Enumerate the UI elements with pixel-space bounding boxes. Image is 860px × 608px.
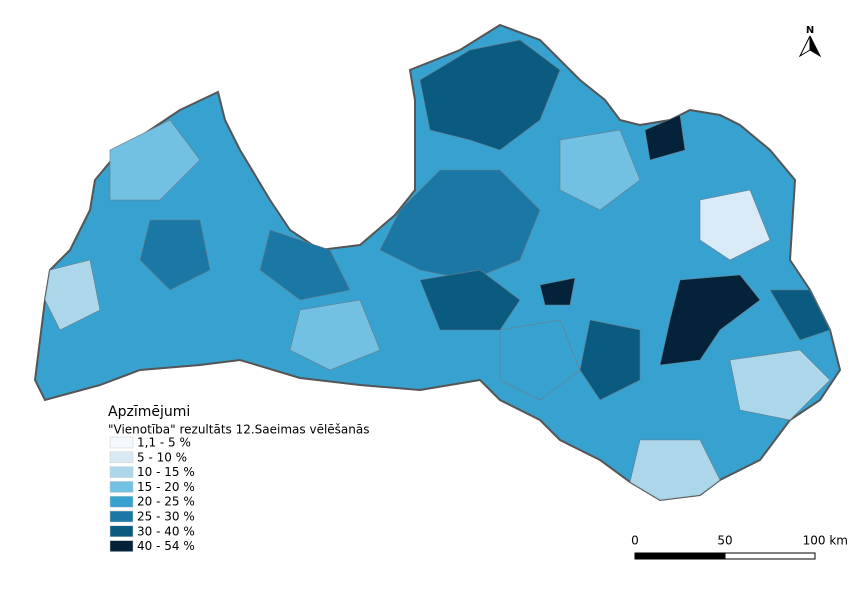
region bbox=[44, 259, 101, 331]
legend-subtitle: "Vienotība" rezultāts 12.Saeimas vēlēšan… bbox=[108, 423, 370, 437]
legend-label: 30 - 40 % bbox=[137, 524, 195, 538]
map bbox=[33, 23, 842, 502]
legend-title: Apzīmējumi bbox=[108, 404, 190, 420]
north-arrow-left bbox=[798, 35, 811, 58]
region bbox=[629, 439, 721, 501]
north-arrow-right bbox=[809, 35, 822, 58]
region bbox=[579, 319, 641, 401]
legend-swatch bbox=[109, 495, 134, 508]
legend-label: 1,1 - 5 % bbox=[137, 436, 191, 450]
region bbox=[289, 299, 381, 371]
legend-label: 15 - 20 % bbox=[137, 480, 195, 494]
legend-label: 25 - 30 % bbox=[137, 510, 195, 524]
legend-swatch bbox=[109, 451, 134, 464]
legend-swatch bbox=[109, 436, 134, 449]
legend: 1,1 - 5 %5 - 10 %10 - 15 %15 - 20 %20 - … bbox=[109, 436, 195, 553]
legend-swatch bbox=[109, 540, 134, 552]
legend-swatch bbox=[109, 525, 134, 538]
region bbox=[539, 277, 576, 306]
north-label: N bbox=[806, 25, 814, 36]
region bbox=[729, 349, 831, 421]
legend-swatch bbox=[109, 510, 134, 523]
north-arrow: N bbox=[798, 25, 822, 58]
scale-white bbox=[724, 552, 816, 560]
scale-label: 100 km bbox=[803, 534, 848, 548]
region bbox=[659, 274, 761, 366]
region bbox=[769, 289, 831, 341]
region bbox=[559, 129, 641, 211]
region bbox=[644, 114, 686, 161]
region bbox=[139, 219, 211, 291]
region bbox=[259, 229, 351, 301]
region bbox=[419, 39, 561, 151]
legend-swatch bbox=[109, 481, 134, 493]
legend-label: 5 - 10 % bbox=[137, 450, 187, 464]
scale-label: 50 bbox=[717, 534, 732, 548]
legend-label: 20 - 25 % bbox=[137, 495, 195, 509]
region bbox=[109, 119, 201, 201]
legend-swatch bbox=[109, 466, 134, 478]
scale-bar: 0 50 100 km bbox=[631, 534, 848, 560]
legend-label: 40 - 54 % bbox=[137, 539, 195, 553]
legend-label: 10 - 15 % bbox=[137, 465, 195, 479]
scale-label: 0 bbox=[631, 534, 639, 548]
region bbox=[499, 319, 581, 401]
scale-black bbox=[634, 552, 726, 560]
region bbox=[379, 169, 541, 281]
region bbox=[699, 189, 771, 261]
region bbox=[419, 269, 521, 331]
